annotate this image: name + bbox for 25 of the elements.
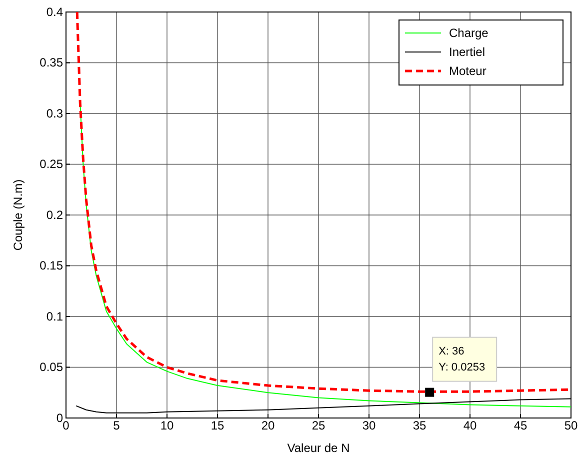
y-tick-label: 0.15 bbox=[40, 258, 64, 273]
y-tick-label: 0.4 bbox=[46, 4, 64, 19]
legend-label: Charge bbox=[449, 26, 489, 40]
y-tick-label: 0.35 bbox=[40, 56, 64, 70]
x-tick-label: 20 bbox=[261, 418, 275, 433]
x-tick-label: 50 bbox=[564, 418, 578, 433]
legend-label: Inertiel bbox=[449, 45, 486, 59]
y-tick-label: 0.3 bbox=[46, 106, 64, 120]
x-axis-title: Valeur de N bbox=[287, 441, 350, 455]
legend-label: Moteur bbox=[449, 64, 486, 78]
x-tick-label: 40 bbox=[463, 418, 477, 433]
x-tick-label: 35 bbox=[412, 418, 426, 433]
y-axis-title: Couple (N.m) bbox=[11, 179, 25, 251]
x-tick-label: 25 bbox=[312, 418, 326, 433]
y-tick-label: 0.1 bbox=[46, 309, 64, 324]
y-tick-label: 0.05 bbox=[40, 360, 64, 374]
annotation: X: 36 Y: 0.0253 bbox=[438, 345, 486, 374]
x-tick-label: 45 bbox=[514, 418, 528, 433]
x-tick-label: 15 bbox=[210, 418, 224, 433]
y-tick-label: 0.2 bbox=[46, 208, 64, 222]
line-series bbox=[76, 12, 571, 393]
x-tick-label: 10 bbox=[160, 418, 174, 433]
x-tick-label: 5 bbox=[113, 418, 120, 433]
x-tick-label: 30 bbox=[362, 418, 376, 433]
y-tick-label: 0.25 bbox=[40, 157, 64, 172]
